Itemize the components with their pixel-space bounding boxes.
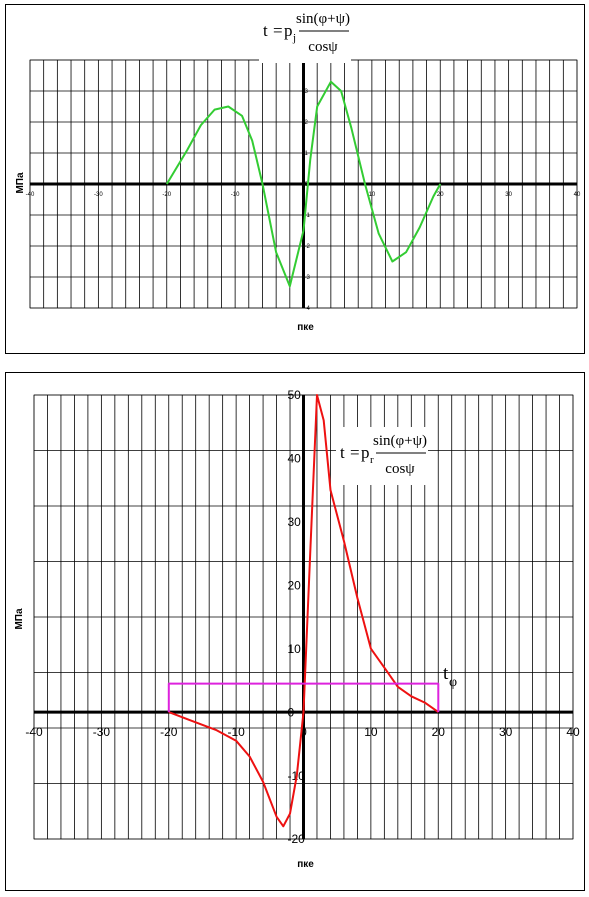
annotation-t: t — [443, 663, 449, 684]
top-chart-panel: -40-30-20-1001020304043210-1-2-3-4пкеМПа… — [5, 4, 585, 354]
x-tick-label: -20 — [160, 725, 178, 739]
bottom-chart-panel: -40 -30 -20 -10 0 10 20 30 40 50 40 30 20 10 0 -10 -20 пк… — [5, 372, 585, 891]
y-tick-label: -2 — [305, 244, 311, 250]
y-tick-label: -3 — [305, 275, 311, 281]
x-tick-label: 30 — [505, 192, 512, 198]
x-axis-label: пке — [297, 859, 314, 870]
y-tick-label: -4 — [305, 306, 311, 312]
formula-equals: = — [350, 443, 360, 462]
y-tick-label: 2 — [305, 120, 309, 126]
formula-coef: p — [284, 21, 293, 40]
formula-subscript: j — [292, 32, 296, 44]
formula-numerator: sin(φ+ψ) — [373, 433, 427, 449]
x-tick-label: 20 — [432, 725, 446, 739]
x-tick-label: -40 — [25, 725, 43, 739]
x-tick-label: 40 — [566, 725, 580, 739]
y-axis-label: МПа — [14, 608, 25, 630]
y-tick-label: 1 — [305, 151, 309, 157]
x-axis-label: пке — [297, 322, 314, 333]
y-tick-label: 0 — [288, 705, 295, 719]
series-line-1 — [167, 682, 440, 713]
x-tick-label: 30 — [499, 725, 513, 739]
formula-lhs: t — [263, 21, 268, 40]
formula-denominator: cosψ — [308, 39, 338, 55]
y-tick-label: 30 — [288, 515, 302, 529]
x-tick-label: 10 — [364, 725, 378, 739]
y-tick-label: -20 — [288, 832, 306, 846]
y-tick-label: -1 — [305, 213, 311, 219]
formula-numerator: sin(φ+ψ) — [296, 11, 350, 27]
x-tick-label: -10 — [231, 192, 240, 198]
x-tick-label: -40 — [26, 192, 35, 198]
formula-denominator: cosψ — [385, 461, 415, 477]
x-tick-label: 10 — [369, 192, 376, 198]
x-tick-label: 40 — [574, 192, 581, 198]
y-axis-label: МПа — [15, 172, 26, 194]
x-tick-label: 20 — [437, 192, 444, 198]
y-tick-label: 0 — [305, 182, 309, 188]
series-line-0 — [165, 80, 442, 288]
y-tick-label: 3 — [305, 89, 309, 95]
annotation-subscript: φ — [449, 675, 457, 690]
y-tick-label: 20 — [288, 578, 302, 592]
y-tick-label: 50 — [288, 388, 302, 402]
formula-equals: = — [273, 21, 283, 40]
formula-coef: p — [361, 443, 370, 462]
formula-subscript: r — [370, 454, 374, 466]
bottom-chart: -40 -30 -20 -10 0 10 20 30 4050403020100-10-20пк… — [14, 388, 580, 870]
formula-lhs: t — [340, 443, 345, 462]
y-tick-label: 10 — [288, 642, 302, 656]
x-tick-label: -10 — [227, 725, 245, 739]
formula-box — [336, 427, 428, 485]
y-tick-label: 40 — [288, 452, 302, 466]
x-tick-label: 0 — [300, 725, 307, 739]
formula-box — [259, 5, 351, 63]
top-chart: -40-30-20-1001020304043210-1-2-3-4пкеМПа… — [15, 5, 581, 333]
x-tick-label: -20 — [162, 192, 171, 198]
x-tick-label: 0 — [302, 192, 306, 198]
x-tick-label: -30 — [94, 192, 103, 198]
x-tick-label: -30 — [93, 725, 111, 739]
series-line-0 — [168, 394, 439, 828]
